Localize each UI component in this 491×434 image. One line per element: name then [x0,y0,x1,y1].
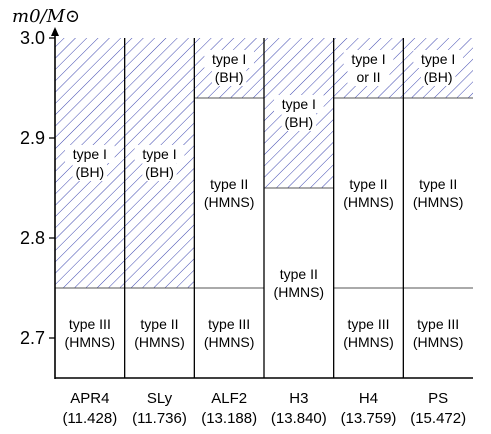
region-label: (HMNS) [204,194,255,210]
region-label: type III [417,316,459,332]
label-background [142,163,177,181]
region-label: (HMNS) [413,334,464,350]
label-background [204,50,254,68]
y-tick-label: 3.0 [20,28,45,48]
label-background [339,175,398,193]
region-label: (HMNS) [204,334,255,350]
region-label: type III [347,316,389,332]
region-label: (BH) [215,69,244,85]
region-label: type III [69,316,111,332]
label-background [413,193,463,211]
regions-layer: type III(HMNS)type I(BH)type II(HMNS)typ… [55,38,473,378]
category-name: H3 [289,390,308,407]
category-name: PS [428,390,448,407]
region-label: (HMNS) [413,194,464,210]
region-label: type I [421,51,455,67]
region-7: type II (HMNS) [264,188,334,378]
label-background [405,315,471,333]
label-background [196,315,262,333]
label-background [204,193,254,211]
region-4: type III (HMNS) [194,288,264,378]
region-10: type II (HMNS) [333,98,404,289]
region-label: type II [280,266,318,282]
region-8: type I (BH) [264,38,334,189]
y-axis-title: m0/M⊙ [12,6,80,27]
label-background [274,283,324,301]
region-label: (BH) [75,164,104,180]
label-background [130,315,189,333]
category-value: (13.759) [341,410,397,427]
region-14: type I (BH) [403,38,473,99]
region-label: (HMNS) [343,334,394,350]
region-5: type II (HMNS) [194,98,264,289]
y-axis-arrow [51,27,59,36]
region-2: type II (HMNS) [124,288,195,378]
region-label: (HMNS) [274,284,325,300]
region-label: (BH) [424,69,453,85]
region-label: (HMNS) [65,334,116,350]
region-label: type I [212,51,246,67]
x-axis-categories: APR4 (11.428) SLy (11.736) ALF2 (13.188) H3 (13… [62,390,466,427]
region-13: type II (HMNS) [403,98,473,289]
label-background [413,333,463,351]
label-background [270,265,328,283]
category-name: SLy [147,390,173,407]
region-label: or II [356,69,380,85]
category-name: ALF2 [211,390,247,407]
region-3: type I (BH) [124,38,195,289]
y-tick-label: 2.9 [20,128,45,148]
column-dividers [124,38,404,378]
category-value: (11.428) [62,410,117,427]
region-6: type I (BH) [194,38,264,99]
label-background [413,50,463,68]
category-value: (13.188) [201,410,257,427]
label-background [343,193,394,211]
region-11: type I or II [333,38,404,99]
label-background [65,333,115,351]
category-name: APR4 [70,390,109,407]
label-background [336,315,401,333]
region-label: type II [349,176,387,192]
region-label: type I [282,96,316,112]
category-name: H4 [359,390,378,407]
label-background [65,145,115,163]
region-label: (HMNS) [134,334,185,350]
label-background [343,50,394,68]
region-label: type I [142,146,176,162]
label-background [274,95,324,113]
region-label: (HMNS) [343,194,394,210]
region-label: type II [419,176,457,192]
region-12: type III (HMNS) [403,288,473,378]
y-tick-label: 2.8 [20,228,45,248]
label-background [420,68,456,86]
region-label: type I [73,146,107,162]
label-background [281,113,317,131]
category-value: (11.736) [132,410,187,427]
region-0: type III (HMNS) [55,288,125,378]
label-background [347,68,390,86]
region-label: (BH) [145,164,174,180]
label-background [57,315,123,333]
label-background [72,163,108,181]
category-value: (15.472) [410,410,466,427]
label-background [211,68,247,86]
region-label: type III [208,316,250,332]
label-background [134,333,185,351]
label-background [200,175,258,193]
region-9: type III (HMNS) [333,288,404,378]
label-background [134,145,185,163]
y-tick-label: 2.7 [20,328,45,348]
label-background [204,333,254,351]
category-value: (13.840) [271,410,327,427]
y-axis: 2.7 2.8 2.9 3.0 [20,27,473,379]
label-background [343,333,394,351]
region-label: type II [140,316,178,332]
region-label: (BH) [284,114,313,130]
region-label: type I [351,51,385,67]
label-background [409,175,467,193]
region-label: type II [210,176,248,192]
region-1: type I (BH) [55,38,125,289]
